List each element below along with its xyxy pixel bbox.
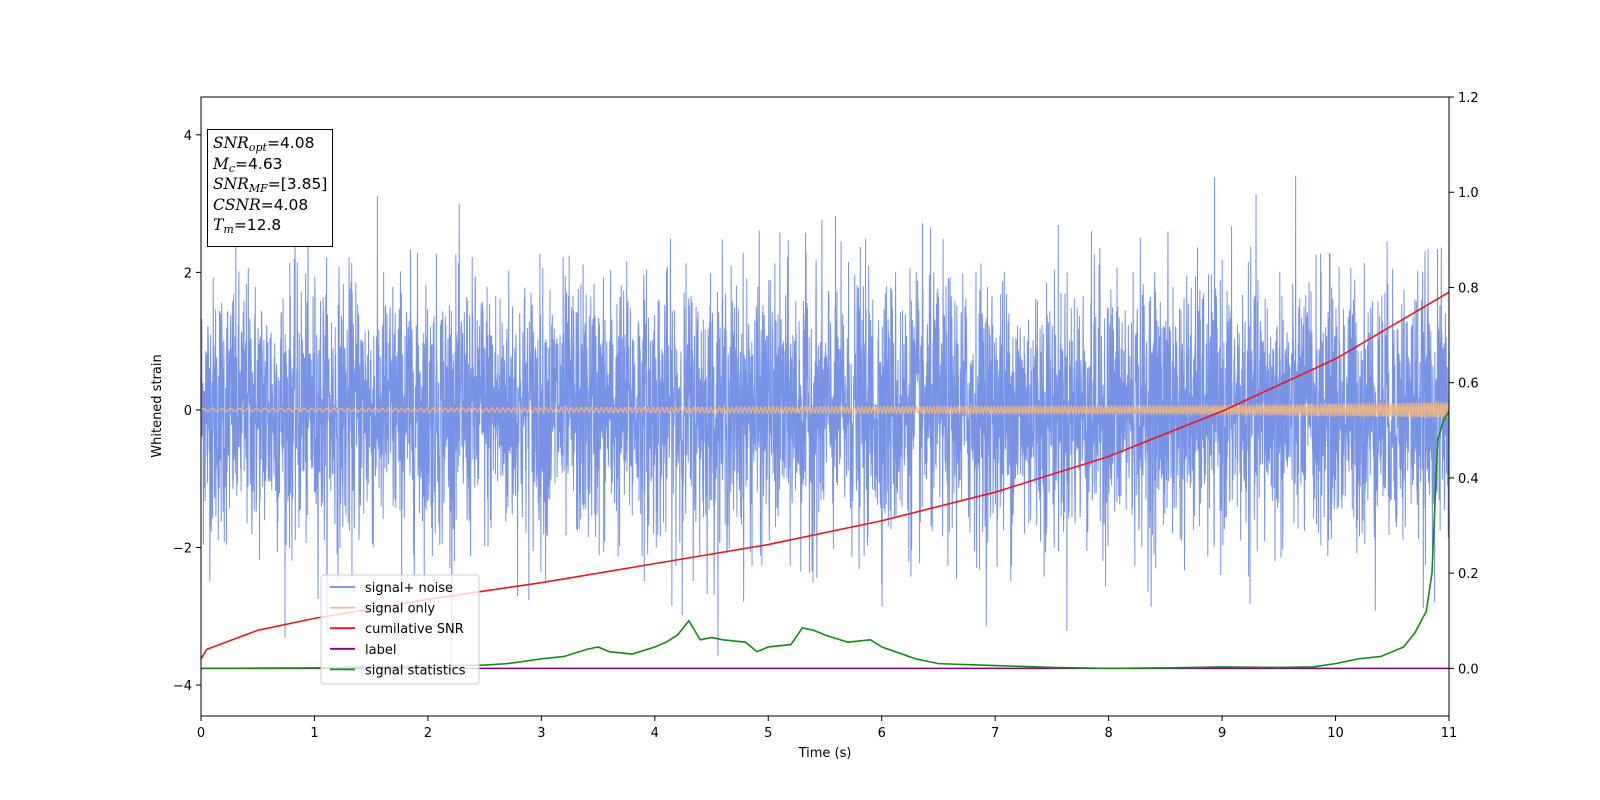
y-right-tick-label: 0.2 <box>1458 567 1479 582</box>
x-tick-label: 3 <box>537 726 545 741</box>
signal-plus-noise-line <box>201 175 1449 673</box>
x-axis-title: Time (s) <box>798 746 852 761</box>
y-axis-left: −4 −2 0 2 4 <box>173 129 201 694</box>
legend-label: cumilative SNR <box>365 622 464 637</box>
x-axis: 0 1 2 3 4 5 6 7 8 9 10 11 <box>197 716 1457 741</box>
x-tick-label: 4 <box>651 726 659 741</box>
x-tick-label: 1 <box>310 726 318 741</box>
y-right-tick-label: 1.0 <box>1458 186 1479 201</box>
x-tick-label: 9 <box>1218 726 1226 741</box>
plot-frame <box>200 96 1450 717</box>
tm-row: Tm=12.8 <box>213 216 282 236</box>
x-tick-label: 0 <box>197 726 205 741</box>
legend: signal+ noise signal only cumilative SNR la… <box>320 574 480 685</box>
snr-opt-row: SNRopt=4.08 <box>213 134 315 154</box>
y-left-tick-label: 2 <box>184 266 192 281</box>
snr-mf-row: SNRMF=[3.85] <box>213 175 328 195</box>
x-tick-label: 11 <box>1441 726 1458 741</box>
y-left-tick-label: −4 <box>173 679 192 694</box>
y-axis-right: 0.0 0.2 0.4 0.6 0.8 1.0 1.2 <box>1449 91 1479 677</box>
y-left-tick-label: −2 <box>173 541 192 556</box>
legend-label: signal statistics <box>365 663 466 678</box>
snr-info-box: SNRopt=4.08 Mc=4.63 SNRMF=[3.85] CSNR=4.… <box>207 129 333 247</box>
y-right-tick-label: 0.0 <box>1458 662 1479 677</box>
csnr-row: CSNR=4.08 <box>213 195 309 214</box>
legend-label: signal only <box>365 602 435 617</box>
legend-label: label <box>365 643 396 658</box>
y-right-tick-label: 0.4 <box>1458 472 1479 487</box>
y-left-tick-label: 0 <box>184 404 192 419</box>
signal-only-line <box>201 400 1449 420</box>
x-tick-label: 5 <box>764 726 772 741</box>
y-axis-left-title: Whitened strain <box>150 354 165 457</box>
signal-statistics-line <box>201 410 1449 670</box>
x-tick-label: 7 <box>991 726 999 741</box>
legend-label: signal+ noise <box>365 581 453 596</box>
x-tick-label: 2 <box>424 726 432 741</box>
cumulative-snr-line <box>201 291 1449 660</box>
x-tick-label: 10 <box>1327 726 1344 741</box>
y-right-tick-label: 0.8 <box>1458 281 1479 296</box>
y-left-tick-label: 4 <box>184 129 192 144</box>
x-tick-label: 8 <box>1104 726 1112 741</box>
legend-frame <box>320 574 480 685</box>
x-tick-label: 6 <box>878 726 886 741</box>
y-right-tick-label: 1.2 <box>1458 91 1479 106</box>
y-right-tick-label: 0.6 <box>1458 377 1479 392</box>
chirp-mass-row: Mc=4.63 <box>213 154 283 175</box>
